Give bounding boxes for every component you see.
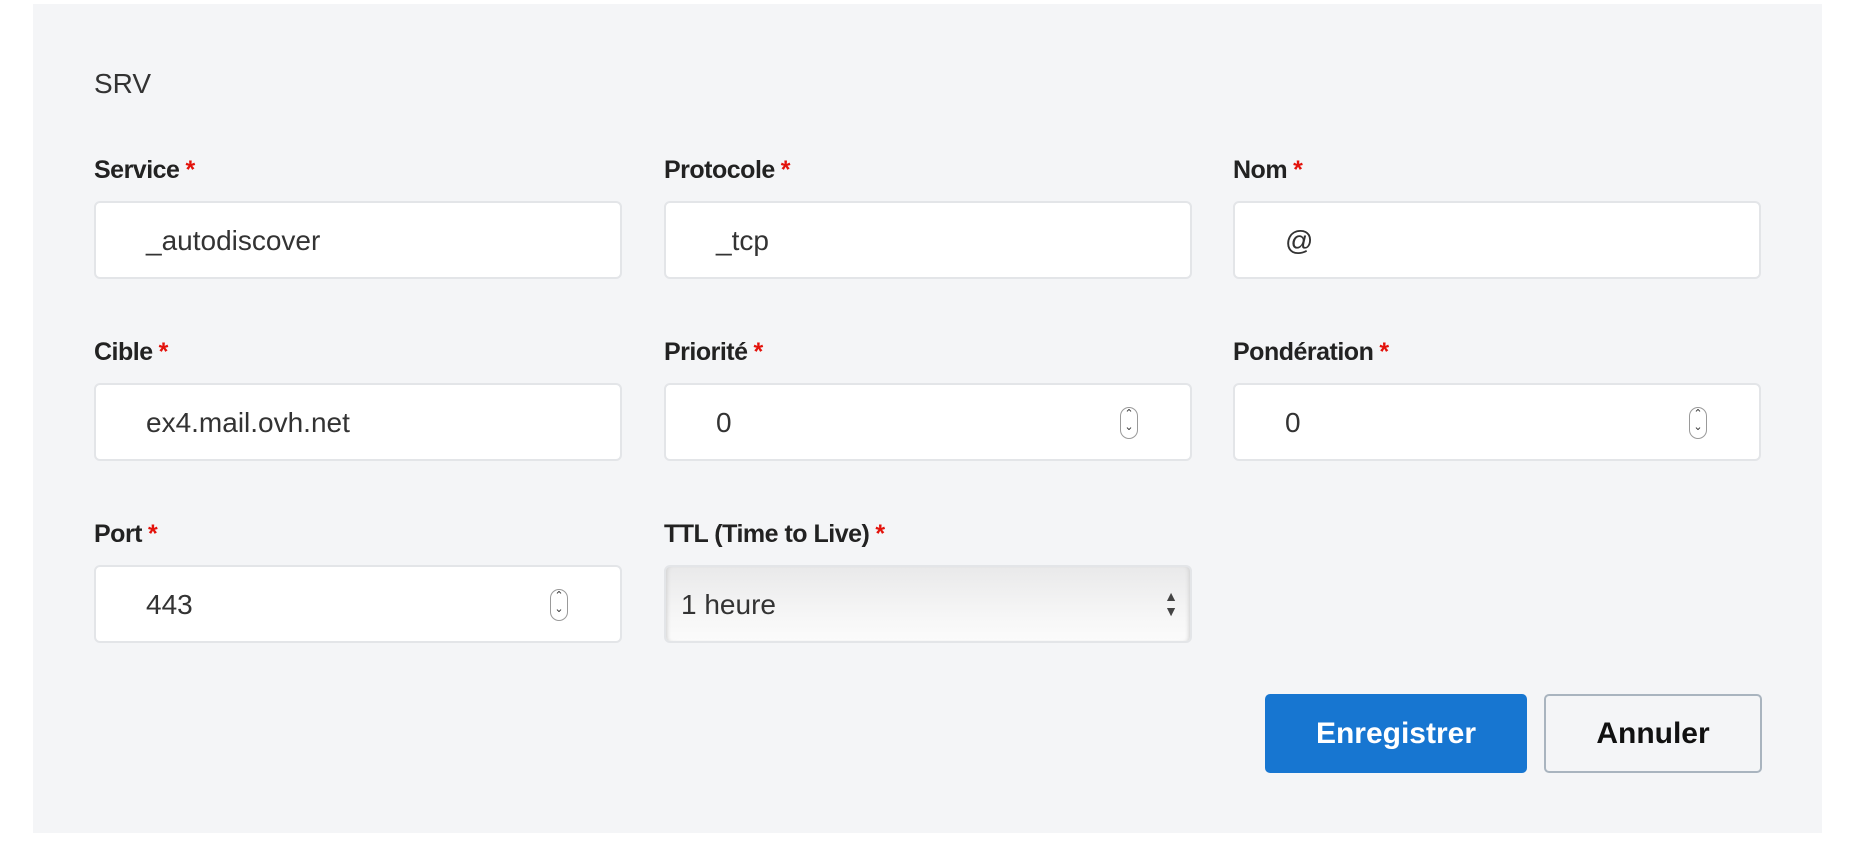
required-icon: * [753,338,764,366]
stepper-icon[interactable]: ⌃ ⌄ [1689,407,1707,439]
stepper-icon[interactable]: ⌃ ⌄ [1120,407,1138,439]
protocole-value: _tcp [716,225,769,256]
required-icon: * [185,156,195,184]
required-icon: * [875,520,885,548]
required-icon: * [148,520,158,548]
service-label: Service * [94,156,195,185]
nom-value: @ [1285,225,1314,256]
ponderation-value: 0 [1285,407,1301,438]
port-value: 443 [146,589,193,620]
required-icon: * [158,338,169,366]
port-label: Port * [94,520,158,549]
port-label-text: Port [94,520,143,548]
stepper-icon[interactable]: ⌃ ⌄ [550,589,568,621]
ttl-select[interactable]: 1 heure ▲ ▼ [664,565,1192,643]
priorite-input[interactable]: 0 ⌃ ⌄ [664,383,1192,461]
nom-input[interactable]: @ [1233,201,1761,279]
ponderation-input[interactable]: 0 ⌃ ⌄ [1233,383,1761,461]
required-icon: * [1293,156,1303,184]
port-input[interactable]: 443 ⌃ ⌄ [94,565,622,643]
priorite-label-text: Priorité [664,338,748,366]
service-input[interactable]: _autodiscover [94,201,622,279]
protocole-input[interactable]: _tcp [664,201,1192,279]
cible-input[interactable]: ex4.mail.ovh.net [94,383,622,461]
required-icon: * [1379,338,1389,366]
nom-label: Nom * [1233,156,1303,185]
service-label-text: Service [94,156,180,184]
ponderation-label: Pondération * [1233,338,1389,367]
cible-label: Cible * [94,338,168,367]
protocole-label: Protocole * [664,156,791,185]
cancel-button[interactable]: Annuler [1544,694,1762,773]
ttl-label-text: TTL (Time to Live) [664,520,870,548]
save-button[interactable]: Enregistrer [1265,694,1527,773]
required-icon: * [780,156,791,184]
ttl-value: 1 heure [681,589,776,620]
ttl-label: TTL (Time to Live) * [664,520,885,549]
service-value: _autodiscover [146,225,321,256]
nom-label-text: Nom [1233,156,1288,184]
priorite-label: Priorité * [664,338,763,367]
cible-value: ex4.mail.ovh.net [146,407,350,438]
form-title: SRV [94,68,152,99]
priorite-value: 0 [716,407,732,438]
protocole-label-text: Protocole [664,156,775,184]
ponderation-label-text: Pondération [1233,338,1374,366]
select-arrows-icon: ▲ ▼ [1164,588,1178,619]
cible-label-text: Cible [94,338,153,366]
